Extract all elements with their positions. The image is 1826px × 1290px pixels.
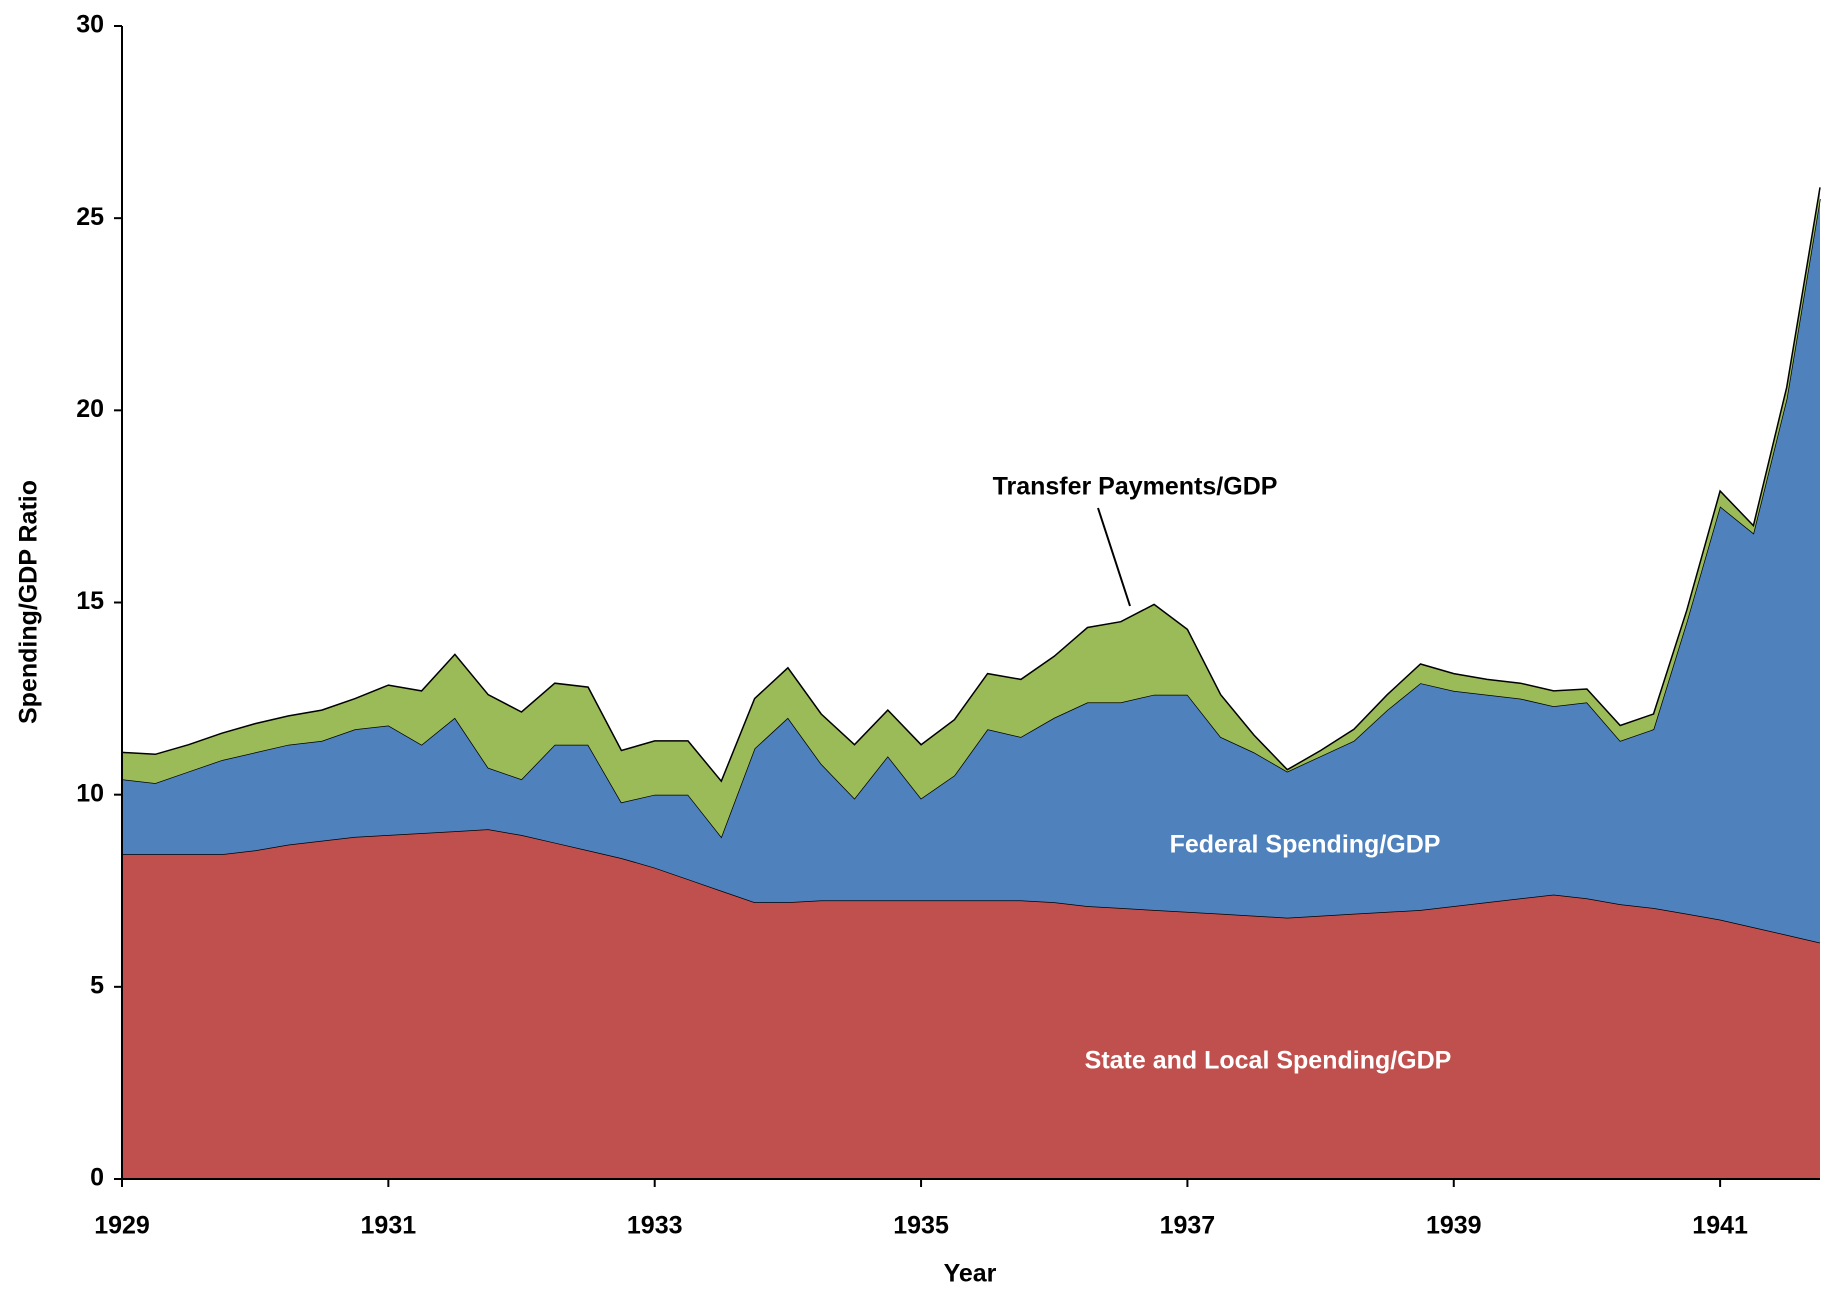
x-tick-label: 1929	[94, 1212, 150, 1240]
y-tick-label: 15	[76, 587, 104, 615]
y-tick-label: 5	[90, 971, 104, 999]
series-label: Transfer Payments/GDP	[993, 473, 1278, 501]
area-outline	[121, 187, 1821, 783]
x-tick-label: 1941	[1692, 1212, 1748, 1240]
x-tick-label: 1931	[361, 1212, 417, 1240]
leader-line	[1097, 507, 1131, 607]
y-tick-label: 20	[76, 395, 104, 423]
series-label: Federal Spending/GDP	[1170, 831, 1441, 859]
y-tick-label: 10	[76, 779, 104, 807]
y-tick-label: 30	[76, 11, 104, 39]
y-tick-label: 25	[76, 203, 104, 231]
series-label: State and Local Spending/GDP	[1085, 1047, 1452, 1075]
x-axis-label: Year	[944, 1260, 997, 1288]
area	[122, 187, 1820, 837]
x-tick-label: 1939	[1426, 1212, 1482, 1240]
area	[122, 829, 1820, 1179]
x-tick-label: 1933	[627, 1212, 683, 1240]
x-tick-label: 1935	[893, 1212, 949, 1240]
area	[122, 199, 1820, 943]
x-tick-label: 1937	[1160, 1212, 1216, 1240]
y-tick-label: 0	[90, 1164, 104, 1192]
y-axis-label: Spending/GDP Ratio	[15, 480, 43, 724]
